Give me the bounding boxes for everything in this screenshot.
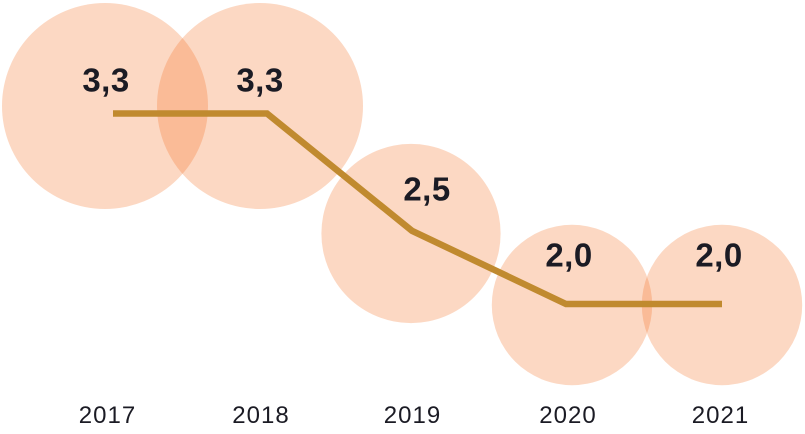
bubble-2018: [157, 3, 363, 209]
year-label-2020: 2020: [539, 402, 597, 429]
trend-line: [113, 110, 722, 308]
year-label-2018: 2018: [232, 402, 290, 429]
year-label-2017: 2017: [78, 402, 137, 429]
bubble-value-label-2021: 2,0: [695, 236, 743, 274]
bubble-value-label-2020: 2,0: [545, 236, 593, 274]
bubble-value-label-2018: 3,3: [236, 61, 284, 99]
bubble-group: [2, 3, 803, 386]
bubble-2017: [2, 3, 208, 209]
bubble-value-label-2017: 3,3: [82, 61, 130, 99]
year-label-2021: 2021: [691, 402, 750, 429]
year-label-2019: 2019: [383, 402, 442, 429]
bubble-value-label-2019: 2,5: [403, 170, 451, 208]
